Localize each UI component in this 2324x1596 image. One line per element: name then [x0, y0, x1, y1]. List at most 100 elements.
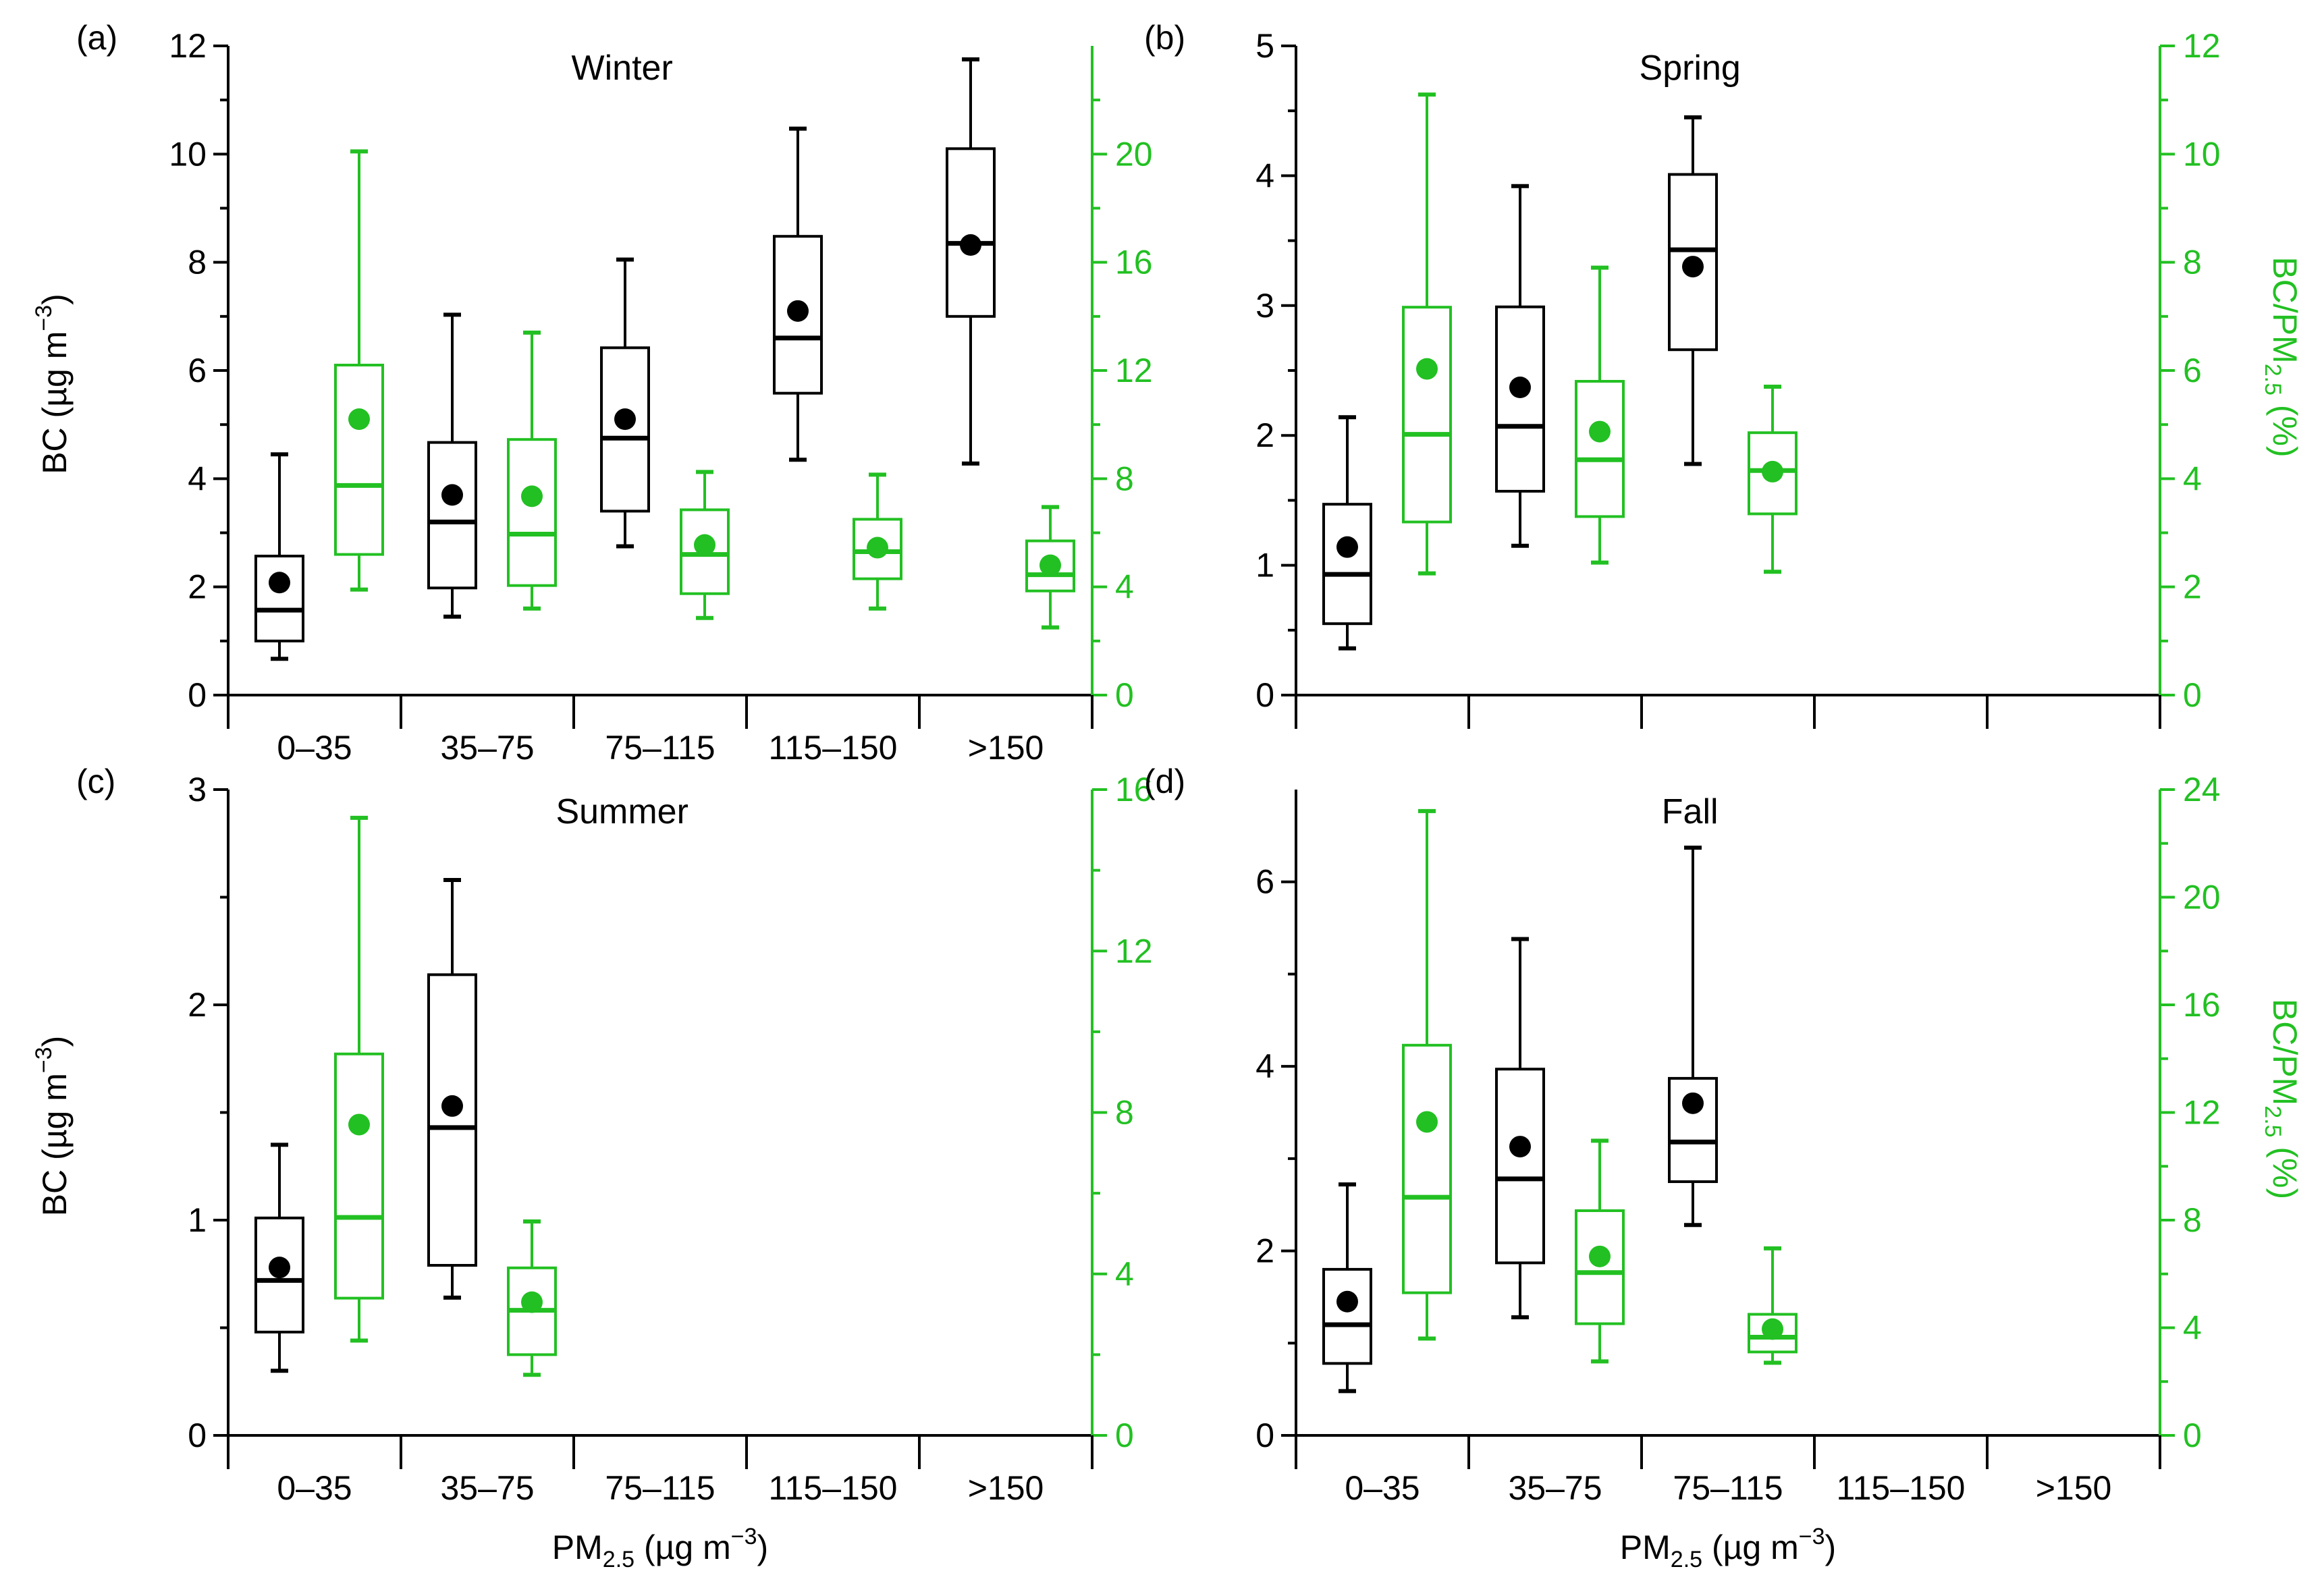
bc-box-0–35 [1322, 1182, 1372, 1394]
category-label: >150 [968, 729, 1044, 767]
right-tick-label: 8 [1115, 1094, 1134, 1132]
right-tick-label: 4 [1115, 568, 1134, 606]
ratio-box-75–115 [680, 470, 730, 620]
label-text: ) [1825, 1529, 1837, 1566]
bc-box-35–75 [1495, 184, 1545, 548]
iqr-box [1668, 1076, 1718, 1184]
left-tick-label: 0 [1255, 1416, 1274, 1454]
mean-marker [521, 1291, 543, 1313]
bc-box->150 [946, 57, 996, 466]
label-text: BC/PM [2266, 999, 2304, 1105]
iqr-box [1495, 305, 1545, 493]
mean-marker [1762, 460, 1783, 483]
label-superscript: −3 [31, 1047, 57, 1073]
right-tick-label: 4 [1115, 1255, 1134, 1293]
panel-title: Fall [1662, 792, 1719, 831]
left-tick-label: 0 [188, 1416, 207, 1454]
label-superscript: −3 [1799, 1524, 1825, 1549]
left-tick-label: 4 [188, 460, 207, 497]
category-label: 75–115 [1673, 1469, 1783, 1507]
label-subscript: 2.5 [1671, 1547, 1702, 1572]
right-tick-label: 8 [2183, 244, 2202, 281]
iqr-box [334, 1052, 384, 1300]
y-right-axis-label: BC/PM2.5 (%) [2260, 256, 2304, 457]
iqr-box [1402, 306, 1452, 524]
left-tick-label: 2 [188, 986, 207, 1024]
iqr-box [1495, 1068, 1545, 1265]
category-label: 0–35 [277, 1469, 352, 1507]
label-text: (µg m [1702, 1529, 1799, 1566]
right-tick-label: 4 [2183, 460, 2202, 497]
label-subscript: 2.5 [2260, 1105, 2286, 1137]
category-label: 0–35 [1345, 1469, 1420, 1507]
iqr-box [1575, 380, 1625, 518]
label-subscript: 2.5 [603, 1547, 634, 1572]
bc-box-0–35 [1322, 415, 1372, 651]
left-tick-label: 8 [188, 244, 207, 281]
ratio-box-0–35 [1402, 92, 1452, 576]
mean-marker [1762, 1318, 1783, 1340]
label-text: ) [36, 294, 74, 305]
iqr-box [853, 518, 902, 580]
mean-marker [1682, 256, 1704, 278]
iqr-box [1668, 173, 1718, 352]
category-label: 75–115 [605, 729, 715, 767]
right-tick-label: 20 [2183, 879, 2221, 916]
label-text: BC (µg m [36, 331, 74, 474]
right-tick-label: 16 [1115, 771, 1153, 808]
panel-title: Spring [1640, 49, 1741, 88]
left-tick-label: 0 [1255, 676, 1274, 714]
iqr-box [334, 363, 384, 556]
label-text: (%) [2266, 395, 2304, 458]
right-tick-label: 0 [1115, 676, 1134, 714]
bc-box-75–115 [1668, 115, 1718, 466]
right-tick-label: 12 [1115, 352, 1153, 389]
iqr-box [427, 973, 477, 1267]
mean-marker [960, 234, 981, 256]
mean-marker [348, 1113, 370, 1136]
label-text: (µg m [634, 1529, 731, 1566]
mean-marker [1416, 358, 1438, 380]
ratio-box-0–35 [1402, 808, 1452, 1341]
right-tick-label: 20 [1115, 135, 1153, 173]
label-subscript: 2.5 [2260, 364, 2286, 395]
panel-tag: (c) [76, 763, 115, 800]
right-tick-label: 12 [2183, 1094, 2221, 1132]
mean-marker [1509, 377, 1531, 399]
left-tick-label: 6 [188, 352, 207, 389]
mean-marker [614, 408, 636, 431]
iqr-box [254, 1216, 304, 1333]
label-text: ) [757, 1529, 769, 1566]
x-axis-label: PM2.5 (µg m−3) [552, 1524, 768, 1572]
iqr-box [507, 438, 557, 587]
left-tick-label: 5 [1255, 27, 1274, 65]
panel-tag: (d) [1144, 763, 1185, 800]
label-text: PM [552, 1529, 603, 1566]
iqr-box [1575, 1209, 1625, 1325]
mean-marker [694, 534, 715, 556]
category-label: 115–150 [1837, 1469, 1966, 1507]
bc-box-0–35 [254, 1143, 304, 1373]
y-left-axis-label: BC (µg m−3) [31, 1036, 74, 1217]
right-tick-label: 6 [2183, 352, 2202, 389]
mean-marker [441, 484, 463, 506]
category-label: 35–75 [1508, 1469, 1602, 1507]
y-right-axis-label: BC/PM2.5 (%) [2260, 999, 2304, 1199]
iqr-box [680, 508, 730, 595]
label-superscript: −3 [31, 305, 57, 331]
iqr-box [1748, 1313, 1798, 1354]
bc-box-35–75 [427, 877, 477, 1300]
mean-marker [1589, 1245, 1611, 1267]
left-tick-label: 0 [188, 676, 207, 714]
right-tick-label: 16 [1115, 244, 1153, 281]
label-text: (%) [2266, 1137, 2304, 1199]
label-text: ) [36, 1036, 74, 1047]
ratio-box-0–35 [334, 815, 384, 1343]
right-tick-label: 4 [2183, 1309, 2202, 1347]
right-tick-label: 8 [2183, 1201, 2202, 1239]
right-tick-label: 8 [1115, 460, 1134, 497]
iqr-box [254, 554, 304, 642]
